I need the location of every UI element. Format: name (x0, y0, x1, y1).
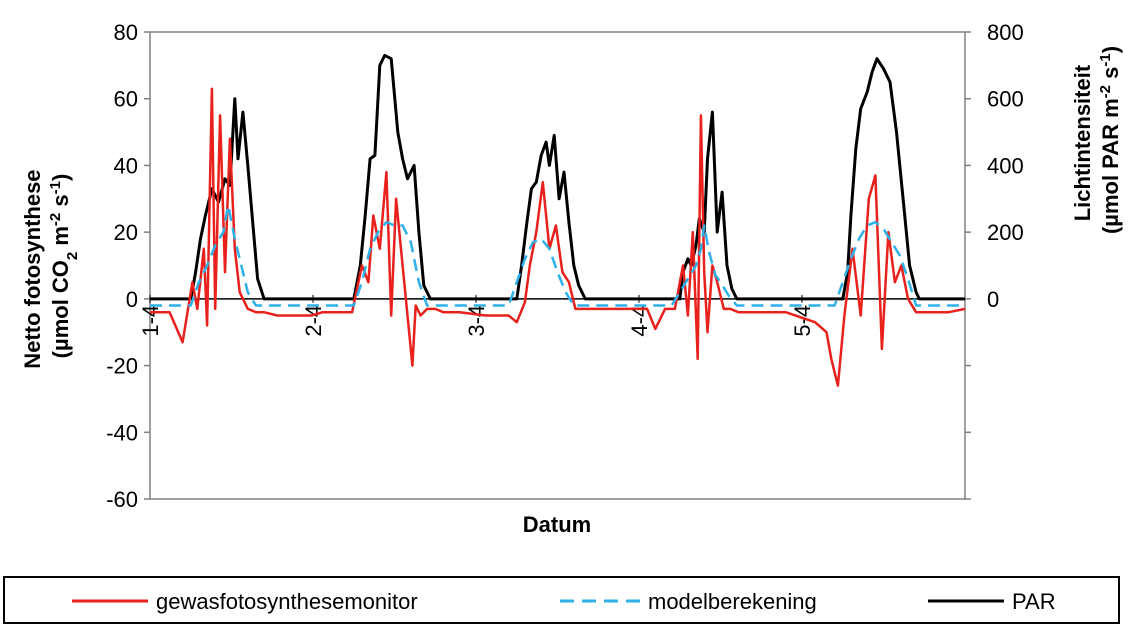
plot-frame (149, 31, 966, 500)
left-axis-title-sup1: -2 (47, 213, 64, 226)
left-axis-title-part5: s (48, 194, 73, 212)
right-tick-label: 600 (987, 87, 1024, 112)
series-layer (150, 53, 966, 387)
right-tick-label: 0 (987, 287, 999, 312)
left-axis-title-line1: Netto fotosynthese (20, 169, 45, 368)
left-tick-label: 60 (114, 87, 138, 112)
legend-label-modelberekening: modelberekening (648, 589, 817, 614)
left-tick-label: 20 (114, 220, 138, 245)
series-line-modelberekening (150, 204, 965, 307)
left-tick-label: -20 (106, 354, 138, 379)
left-axis-title-part7: ) (48, 174, 73, 181)
left-tick-label: -40 (106, 420, 138, 445)
x-tick-label: 2-4 (301, 305, 326, 337)
x-tick-label: 1-4 (138, 305, 163, 337)
plot-area (149, 31, 966, 500)
right-axis-title-sup1: -2 (1097, 85, 1114, 98)
x-axis-title: Datum (523, 512, 591, 537)
left-axis-title-sub: 2 (64, 252, 81, 260)
left-axis-title: Netto fotosynthese (µmol CO2 m-2 s-1) (20, 163, 81, 368)
legend-label-par: PAR (1012, 589, 1056, 614)
left-tick-label: 0 (126, 287, 138, 312)
right-axis-title-part5: ) (1098, 46, 1123, 53)
right-tick-label: 400 (987, 153, 1024, 178)
right-axis-ticks: 0 200 400 600 800 (965, 20, 1024, 500)
left-tick-label: 40 (114, 153, 138, 178)
x-axis-ticks: 1-4 2-4 3-4 4-4 5-4 (138, 294, 815, 337)
right-axis-title-sup2: -1 (1097, 53, 1114, 66)
x-tick-label: 3-4 (464, 305, 489, 337)
right-axis-title-part3: s (1098, 67, 1123, 85)
series-line-par (150, 53, 965, 301)
right-tick-label: 200 (987, 220, 1024, 245)
legend: gewasfotosynthesemonitor modelberekening… (3, 576, 1120, 624)
left-axis-title-line2: (µmol CO (48, 260, 73, 358)
right-axis-title-line1: Lichtintensiteit (1070, 64, 1095, 221)
left-axis-title-sup2: -1 (47, 181, 64, 194)
right-axis-title: Lichtintensiteit (µmol PAR m-2 s-1) (1070, 46, 1123, 234)
left-axis-ticks: -60 -40 -20 0 20 40 60 80 (106, 20, 150, 512)
left-axis-title-part3: m (48, 226, 73, 252)
legend-label-gewasfotosynthesemonitor: gewasfotosynthesemonitor (156, 589, 418, 614)
right-tick-label: 800 (987, 20, 1024, 45)
left-tick-label: -60 (106, 487, 138, 512)
left-tick-label: 80 (114, 20, 138, 45)
right-axis-title-line2: (µmol PAR m (1098, 98, 1123, 234)
series-line-gewasfotosynthesemonitor (150, 87, 966, 387)
